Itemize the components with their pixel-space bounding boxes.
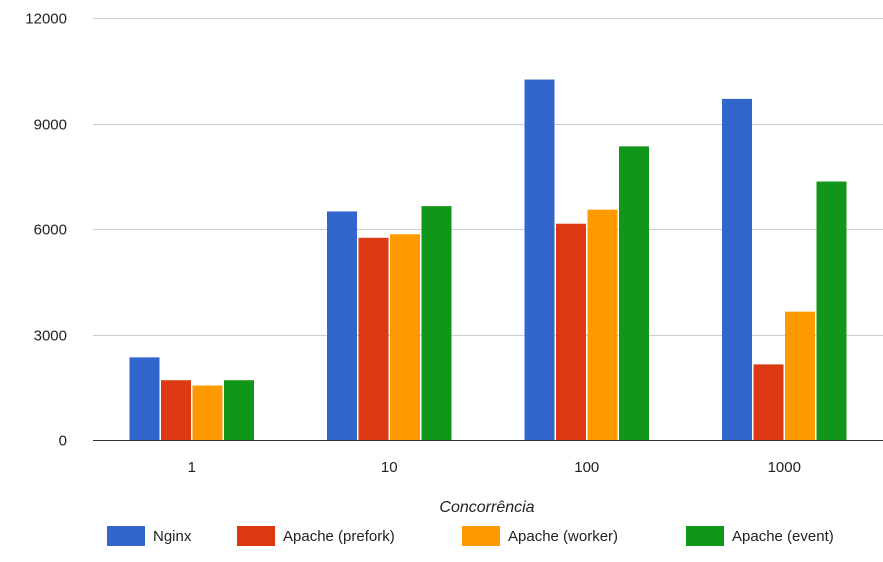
legend-swatch [237, 526, 275, 546]
bar-apache-worker-1 [192, 385, 223, 440]
bar-nginx-10 [327, 211, 357, 440]
bar-nginx-100 [524, 79, 555, 441]
bar-apache-event-100 [619, 146, 649, 440]
legend-label: Apache (prefork) [283, 528, 395, 545]
legend-label: Apache (event) [732, 528, 834, 545]
bar-apache-worker-1000 [785, 311, 815, 440]
bar-apache-prefork-10 [358, 237, 389, 440]
legend-swatch [462, 526, 500, 546]
x-tick-label: 1000 [768, 459, 801, 476]
bar-apache-prefork-1000 [753, 364, 784, 440]
y-tick-label: 0 [59, 433, 67, 450]
y-tick-label: 9000 [34, 117, 67, 134]
bar-nginx-1 [129, 357, 160, 440]
bar-nginx-1000 [722, 98, 752, 440]
legend: Nginx Apache (prefork) Apache (worker) Apac… [107, 526, 834, 546]
legend-swatch [686, 526, 724, 546]
bar-apache-worker-100 [587, 209, 618, 440]
axes: 0 3000 6000 9000 12000 1 10 100 1000 [25, 11, 883, 476]
bar-apache-worker-10 [390, 234, 420, 440]
y-tick-label: 12000 [25, 11, 67, 28]
legend-item: Apache (event) [686, 526, 834, 546]
y-tick-label: 3000 [34, 328, 67, 345]
x-tick-label: 100 [574, 459, 599, 476]
legend-item: Apache (prefork) [237, 526, 395, 546]
legend-label: Nginx [153, 528, 192, 545]
legend-item: Apache (worker) [462, 526, 618, 546]
bar-apache-event-10 [421, 206, 452, 440]
x-tick-label: 1 [188, 459, 196, 476]
bar-apache-prefork-1 [161, 380, 191, 440]
x-tick-label: 10 [381, 459, 398, 476]
bars [129, 79, 847, 441]
bar-apache-event-1000 [816, 181, 847, 440]
legend-swatch [107, 526, 145, 546]
bar-apache-event-1 [224, 380, 254, 440]
gridlines [93, 18, 883, 336]
legend-label: Apache (worker) [508, 528, 618, 545]
y-tick-label: 6000 [34, 222, 67, 239]
bar-apache-prefork-100 [556, 223, 586, 440]
legend-item: Nginx [107, 526, 192, 546]
x-axis-title: Concorrência [439, 499, 534, 516]
